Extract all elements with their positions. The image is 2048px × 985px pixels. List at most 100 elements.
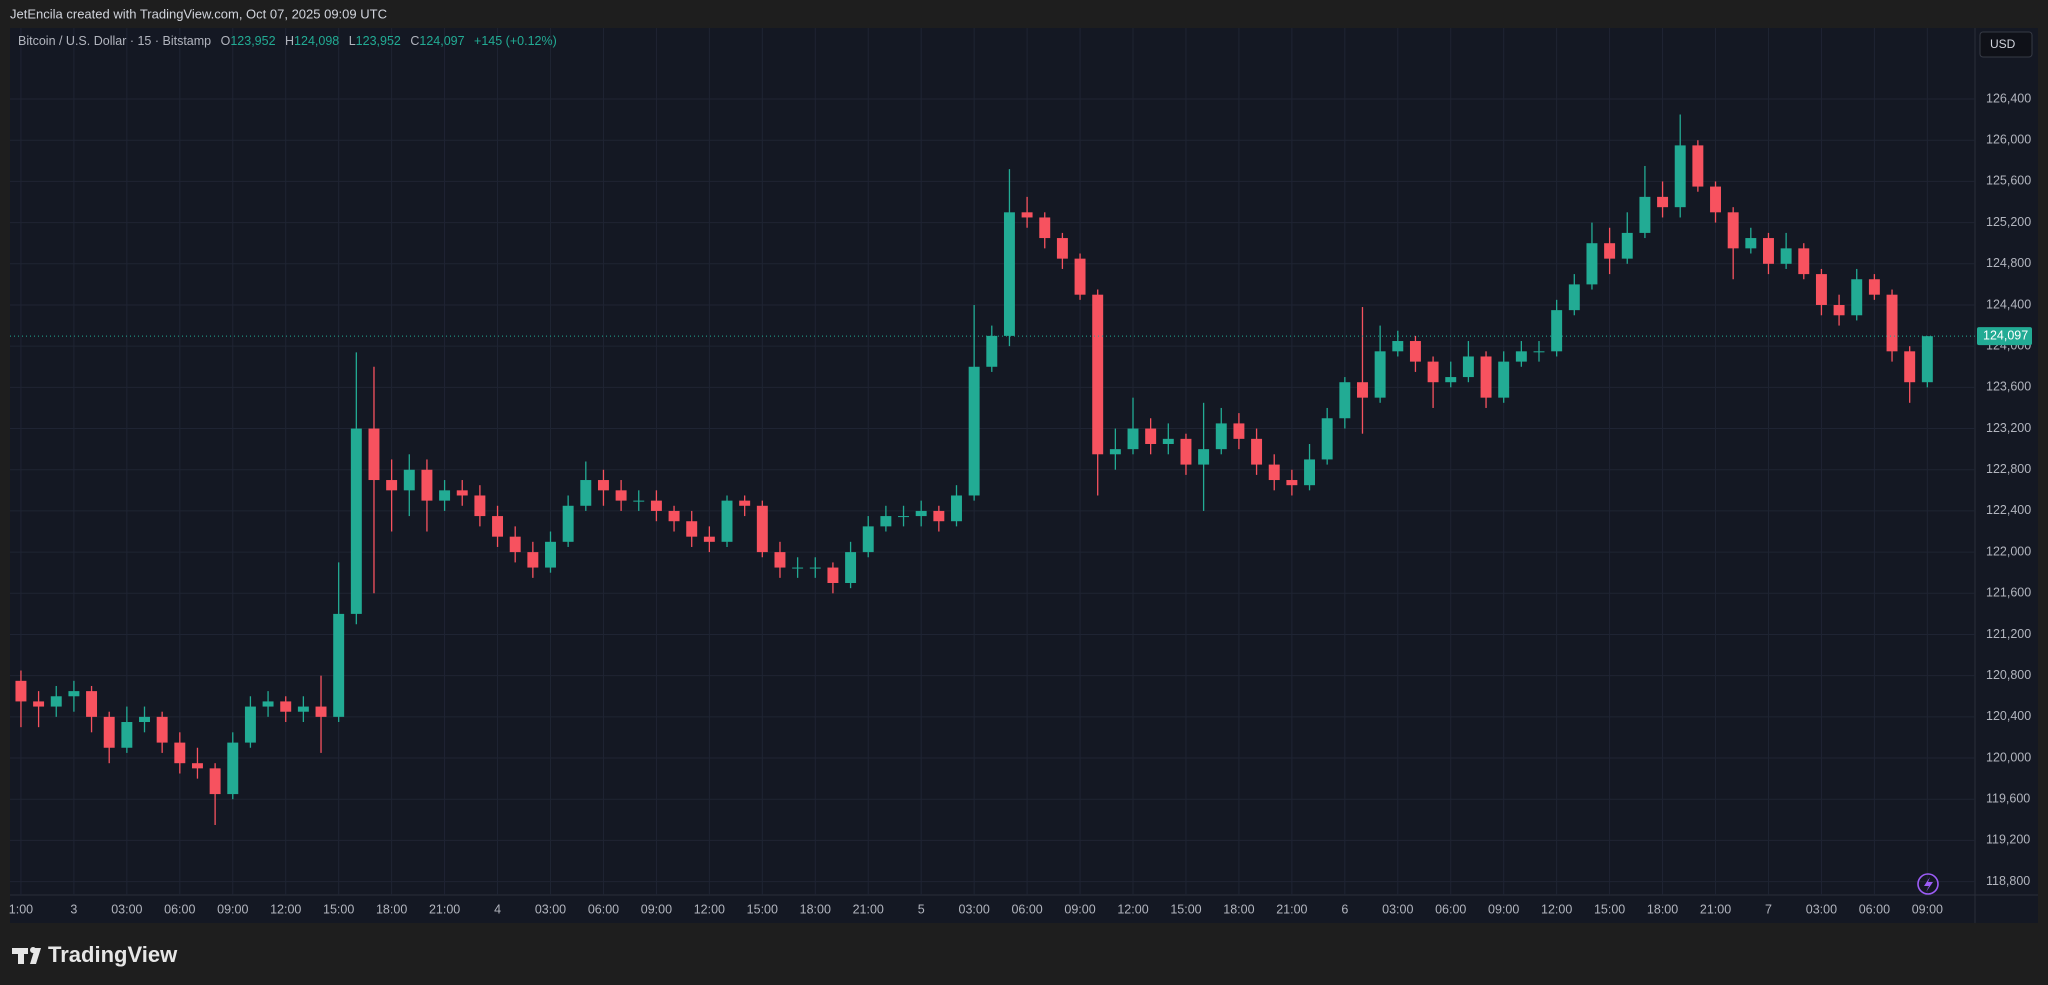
x-tick-label: 03:00	[111, 902, 142, 916]
candle-body	[1268, 464, 1280, 481]
axes: 118,800 119,200 119,600 120,000 120,400 120,8…	[9, 91, 2032, 916]
x-tick-label: 09:00	[1488, 902, 1519, 916]
x-tick-label: 21:00	[853, 902, 884, 916]
candle-body	[703, 536, 715, 542]
x-tick-label: 18:00	[800, 902, 831, 916]
candle-body	[1357, 382, 1368, 398]
candle-body	[1710, 186, 1721, 213]
candle-body	[103, 716, 115, 748]
candle-body	[933, 510, 945, 522]
candle-body	[1763, 238, 1774, 264]
candle-body	[403, 469, 415, 491]
chart-header: Bitcoin / U.S. Dollar · 15 · Bitstamp O1…	[18, 34, 557, 48]
candle-body	[174, 742, 186, 764]
candle-body	[1621, 232, 1633, 259]
candle-body	[1780, 248, 1792, 264]
candle-body	[1639, 196, 1651, 233]
y-tick-label: 125,600	[1986, 174, 2031, 188]
currency-button[interactable]	[1979, 31, 2033, 58]
x-tick-label: 4	[494, 902, 501, 916]
candle-body	[1462, 356, 1474, 378]
x-tick-label: 7	[1765, 902, 1772, 916]
candle-body	[1427, 361, 1439, 383]
candle-body	[1674, 145, 1686, 208]
symbol: Bitcoin / U.S. Dollar · 15 · Bitstamp	[18, 34, 211, 48]
y-tick-label: 121,600	[1986, 586, 2031, 600]
candle-body	[280, 701, 292, 712]
candle-body	[845, 552, 857, 584]
last-price-box	[1977, 327, 2032, 346]
x-tick-label: 12:00	[1117, 902, 1148, 916]
candle-body	[668, 510, 680, 522]
x-tick-label: 06:00	[588, 902, 619, 916]
x-tick-label: 6	[1341, 902, 1348, 916]
ohlc-value: 124,098	[294, 34, 339, 48]
y-tick-label: 120,800	[1986, 668, 2031, 682]
x-tick-label: 15:00	[747, 902, 778, 916]
candle-body	[1127, 428, 1139, 450]
x-tick-label: 21:00	[429, 902, 460, 916]
candle-body	[1604, 243, 1616, 259]
ohlc-key: L	[349, 34, 356, 48]
y-tick-label: 123,200	[1986, 421, 2031, 435]
candle-body	[1321, 418, 1333, 460]
candle-body	[1886, 294, 1898, 352]
candle-body	[139, 716, 150, 723]
y-tick-label: 125,200	[1986, 215, 2031, 229]
x-tick-label: 09:00	[641, 902, 672, 916]
candle-body	[121, 722, 133, 748]
candle-body	[580, 480, 592, 506]
candle-body	[1568, 284, 1580, 311]
ohlc-key: C	[410, 34, 419, 48]
candle-body	[297, 706, 309, 712]
candle-body	[1180, 438, 1192, 465]
candle-body	[1251, 438, 1263, 465]
ohlc-value: 123,952	[356, 34, 401, 48]
y-tick-label: 126,400	[1986, 91, 2031, 105]
candle-body	[1392, 341, 1404, 352]
x-tick-label: 06:00	[1435, 902, 1466, 916]
candle-body	[1815, 274, 1827, 305]
candle-body	[633, 500, 645, 502]
y-tick-label: 121,200	[1986, 627, 2031, 641]
y-tick-label: 120,000	[1986, 750, 2031, 764]
candle-body	[244, 706, 256, 743]
brand-logo	[12, 947, 41, 964]
candle-body	[1727, 212, 1739, 249]
x-tick-label: 06:00	[1859, 902, 1890, 916]
change: +145 (+0.12%)	[474, 34, 557, 48]
candle-body	[1109, 449, 1121, 455]
y-tick-label: 119,200	[1986, 833, 2030, 847]
candle-body	[86, 691, 98, 717]
lightning-icon[interactable]	[1917, 873, 1939, 895]
candle-body	[1533, 351, 1545, 353]
candle-body	[333, 613, 345, 717]
currency[interactable]: USD	[1990, 37, 2016, 51]
x-tick-label: 15:00	[1170, 902, 1201, 916]
x-tick-label: 03:00	[959, 902, 990, 916]
candle-body	[509, 536, 521, 553]
candle-body	[774, 552, 786, 568]
chart-panel	[10, 28, 2038, 923]
candle-body	[1445, 377, 1457, 383]
candle-body	[191, 763, 203, 769]
y-tick-label: 124,800	[1986, 256, 2031, 270]
candle-body	[1657, 196, 1669, 208]
x-tick-label: 06:00	[1011, 902, 1042, 916]
ohlc-value: 123,952	[230, 34, 275, 48]
y-tick-label: 122,400	[1986, 503, 2031, 517]
x-tick-label: 03:00	[1806, 902, 1837, 916]
x-tick-label: 18:00	[376, 902, 407, 916]
candle-body	[1551, 310, 1563, 352]
candle-body	[68, 691, 80, 697]
candle-body	[1904, 351, 1916, 383]
candle-body	[50, 696, 62, 707]
candle-body	[951, 495, 962, 522]
x-tick-label: 1:00	[9, 902, 33, 916]
candle-body	[386, 480, 398, 491]
candle-body	[474, 495, 486, 517]
candle-body	[156, 716, 168, 743]
candle-body	[1056, 238, 1068, 259]
candles	[15, 114, 1933, 825]
candle-body	[439, 490, 451, 501]
